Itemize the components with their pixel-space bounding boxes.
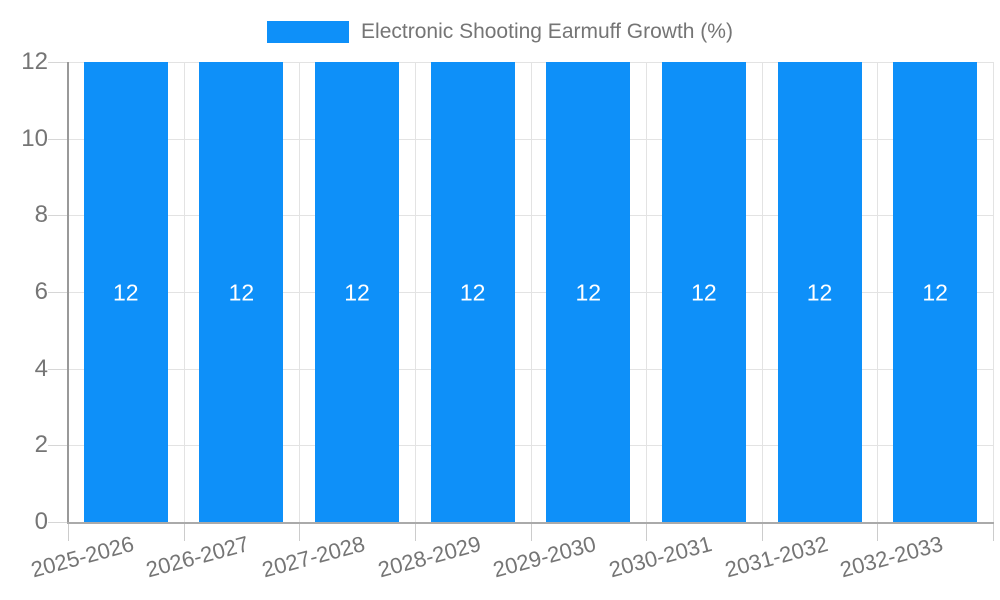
x-axis-tick [877, 524, 879, 541]
y-axis-tick [48, 138, 68, 140]
legend-label: Electronic Shooting Earmuff Growth (%) [361, 20, 733, 43]
legend[interactable]: Electronic Shooting Earmuff Growth (%) [0, 20, 1000, 44]
y-axis-tick [48, 62, 68, 63]
y-axis-label: 10 [21, 124, 48, 152]
bar-value-label: 12 [228, 279, 255, 306]
x-axis-tick [646, 524, 648, 541]
legend-swatch-icon [267, 21, 350, 43]
y-axis-label: 6 [34, 278, 48, 305]
bar[interactable] [430, 62, 515, 522]
y-axis-label: 2 [34, 431, 48, 459]
y-axis-tick [48, 445, 68, 447]
y-axis-tick [48, 215, 68, 217]
bar[interactable] [893, 62, 978, 522]
x-axis-tick [68, 524, 69, 541]
gridline-vertical [877, 62, 879, 522]
y-axis-tick [48, 522, 68, 523]
y-axis-line [67, 62, 69, 524]
bar[interactable] [315, 62, 400, 522]
gridline-vertical [761, 62, 763, 522]
y-axis-tick [48, 292, 68, 293]
bar-value-label: 12 [806, 279, 833, 306]
bar[interactable] [546, 62, 631, 522]
x-axis-line [67, 522, 994, 524]
bar-value-label: 12 [691, 279, 717, 306]
bar[interactable] [777, 62, 862, 522]
x-axis-tick [761, 524, 763, 541]
x-axis-tick [299, 524, 301, 541]
bar[interactable] [199, 62, 284, 522]
bar-value-label: 12 [575, 279, 602, 306]
bar-value-label: 12 [922, 279, 948, 306]
x-axis-tick [414, 524, 416, 541]
gridline-vertical [299, 62, 301, 522]
y-axis-label: 12 [21, 48, 48, 75]
gridline-vertical [646, 62, 648, 522]
gridline-vertical [530, 62, 532, 522]
x-axis-tick [530, 524, 532, 541]
gridline-vertical [183, 62, 185, 522]
bar[interactable] [661, 62, 746, 522]
bar-value-label: 12 [113, 279, 139, 306]
y-axis-label: 4 [34, 354, 48, 382]
gridline-vertical [414, 62, 416, 522]
gridline-vertical [993, 62, 994, 522]
x-axis-tick [993, 524, 994, 541]
x-axis-tick [183, 524, 185, 541]
bar[interactable] [83, 62, 168, 522]
bar-value-label: 12 [459, 279, 486, 306]
y-axis-tick [48, 368, 68, 370]
y-axis-label: 0 [34, 508, 48, 535]
bar-value-label: 12 [344, 279, 370, 306]
y-axis-label: 8 [34, 201, 48, 229]
